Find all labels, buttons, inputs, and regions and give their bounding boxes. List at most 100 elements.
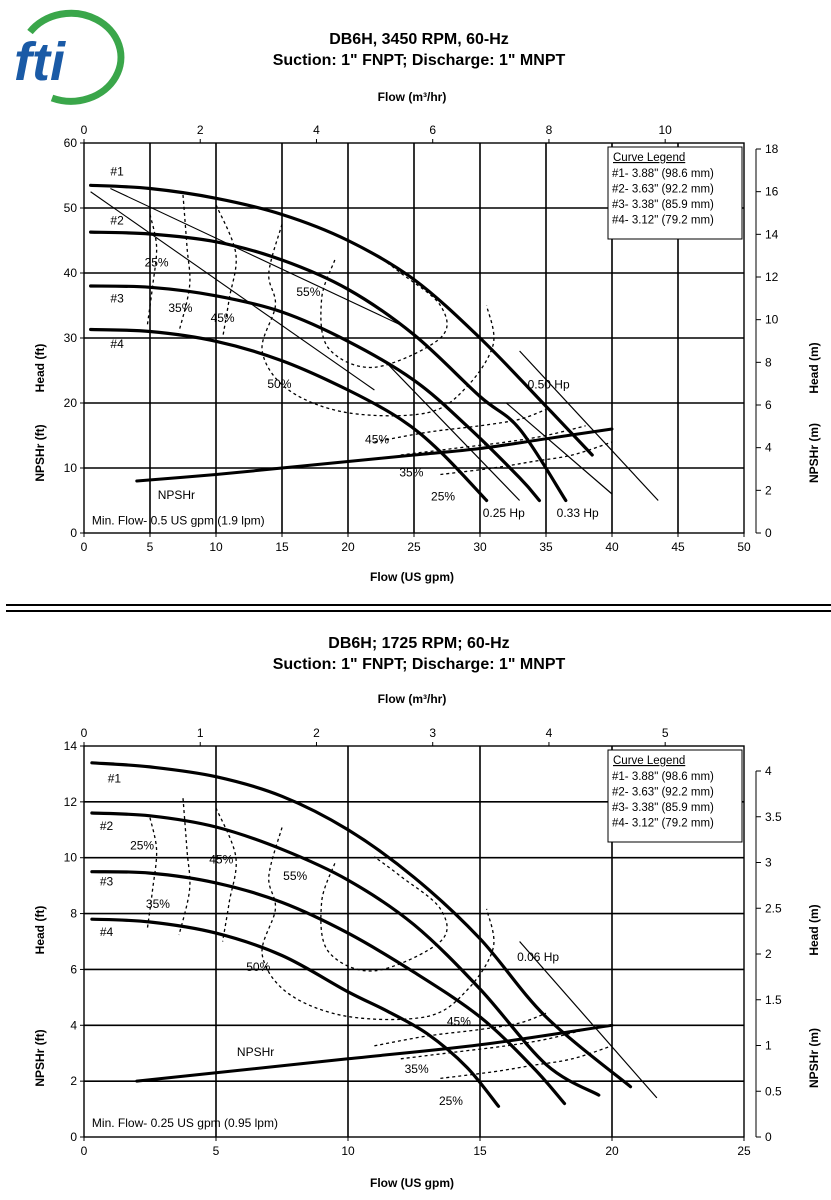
c1-annotation-5: 35% [168, 301, 192, 315]
c1-ytick-3: 30 [64, 331, 78, 345]
c1-x2tick-0: 0 [81, 123, 88, 137]
c2-x2tick-3: 3 [429, 726, 436, 740]
c2-annotation-8: 50% [246, 960, 270, 974]
c2-legend-item-3: #3- 3.38" (85.9 mm) [612, 802, 714, 814]
c1-legend-item-3: #3- 3.38" (85.9 mm) [612, 199, 714, 211]
c2-ytick-2: 4 [70, 1018, 77, 1032]
c1-ytick-0: 0 [70, 526, 77, 540]
c1-power-line-2 [519, 350, 659, 501]
c2-eff-contour-2 [215, 807, 237, 942]
chart1-subtitle: Suction: 1" FNPT; Discharge: 1" MNPT [273, 52, 566, 69]
c2-y2tick-8: 4 [765, 764, 772, 778]
c1-xtick-3: 15 [275, 540, 289, 554]
c2-x2tick-0: 0 [81, 726, 88, 740]
c1-y2tick-1: 2 [765, 483, 772, 497]
chart1-title: DB6H, 3450 RPM, 60-Hz [329, 31, 509, 48]
c1-annotation-16: Min. Flow- 0.5 US gpm (1.9 lpm) [92, 514, 265, 528]
logo-green-swoosh [27, 9, 125, 105]
c2-eff-contour-6 [400, 1028, 586, 1060]
c1-xtick-0: 0 [81, 540, 88, 554]
c2-xtick-0: 0 [81, 1144, 88, 1158]
c1-efficiency-contours [146, 194, 613, 476]
chart2-head-ft-label: Head (ft) [33, 906, 47, 955]
c2-legend-item-2: #2- 3.63" (92.2 mm) [612, 787, 714, 799]
chart1-x-label: Flow (US gpm) [370, 570, 454, 584]
c2-annotation-11: 25% [439, 1094, 463, 1108]
chart2-subtitle: Suction: 1" FNPT; Discharge: 1" MNPT [273, 656, 566, 673]
c1-xtick-6: 30 [473, 540, 487, 554]
c2-eff-contour-4 [320, 856, 448, 972]
c1-eff-contour-1 [178, 194, 191, 332]
c1-legend-box [607, 146, 743, 240]
logo-text: fti [14, 32, 66, 92]
c2-x2tick-2: 2 [313, 726, 320, 740]
c2-ytick-3: 6 [70, 962, 77, 976]
c1-curve-4 [89, 327, 489, 503]
c1-annotation-9: 45% [365, 432, 389, 446]
c1-power-line-diag [90, 191, 375, 391]
c2-curve-1 [90, 761, 633, 1089]
c2-y2tick-3: 1.5 [765, 993, 782, 1007]
c1-y2tick-9: 18 [765, 142, 779, 156]
c2-y2tick-5: 2.5 [765, 901, 782, 915]
c2-ytick-0: 0 [70, 1130, 77, 1144]
c1-annotation-14: 0.25 Hp [483, 506, 525, 520]
c2-curve-4 [90, 917, 501, 1108]
c2-annotation-13: 0.06 Hp [517, 950, 559, 964]
c2-xtick-5: 25 [737, 1144, 751, 1158]
c1-curve-3 [89, 284, 541, 503]
c1-power-line-1 [506, 402, 613, 495]
c1-xtick-7: 35 [539, 540, 553, 554]
c1-eff-contour-5 [374, 408, 547, 443]
c2-annotation-3: #4 [100, 925, 114, 939]
c2-eff-contour-5 [374, 1012, 547, 1047]
c1-ytick-5: 50 [64, 201, 78, 215]
c2-efficiency-contours [146, 798, 613, 1080]
c2-xtick-3: 15 [473, 1144, 487, 1158]
c1-y2tick-4: 8 [765, 355, 772, 369]
c1-x2tick-3: 6 [429, 123, 436, 137]
c1-ytick-1: 10 [64, 461, 78, 475]
chart2-x2-label: Flow (m³/hr) [378, 692, 447, 706]
c1-annotation-2: #3 [110, 291, 124, 305]
c2-y2tick-4: 2 [765, 947, 772, 961]
c2-curve-3 [90, 870, 567, 1106]
c2-legend-box [607, 749, 743, 843]
c2-x2tick-1: 1 [197, 726, 204, 740]
c2-annotation-5: 45% [209, 852, 233, 866]
c1-xtick-10: 50 [737, 540, 751, 554]
chart2-title: DB6H; 1725 RPM; 60-Hz [328, 635, 509, 652]
c2-xtick-2: 10 [341, 1144, 355, 1158]
c1-y2tick-3: 6 [765, 398, 772, 412]
c2-y2tick-7: 3.5 [765, 810, 782, 824]
c1-curve-2 [89, 230, 568, 503]
c2-ytick-1: 2 [70, 1074, 77, 1088]
c2-ytick-7: 14 [64, 739, 78, 753]
chart1-npshr-ft-label: NPSHr (ft) [33, 424, 47, 481]
chart1-npshr-m-label: NPSHr (m) [807, 423, 821, 483]
c1-eff-contour-4 [320, 252, 448, 369]
c1-annotation-13: 0.50 Hp [528, 378, 570, 392]
c2-ytick-5: 10 [64, 851, 78, 865]
c1-y2tick-0: 0 [765, 526, 772, 540]
c2-power-line-0 [519, 941, 658, 1099]
c1-xtick-2: 10 [209, 540, 223, 554]
c2-legend-item-1: #1- 3.88" (98.6 mm) [612, 771, 714, 783]
c1-ytick-2: 20 [64, 396, 78, 410]
c1-eff-contour-0 [146, 214, 158, 326]
c2-x2tick-4: 4 [546, 726, 553, 740]
chart1-x2-label: Flow (m³/hr) [378, 90, 447, 104]
c2-y2tick-6: 3 [765, 856, 772, 870]
c2-annotation-0: #1 [108, 771, 122, 785]
c2-annotation-14: Min. Flow- 0.25 US gpm (0.95 lpm) [92, 1116, 278, 1130]
c1-xtick-9: 45 [671, 540, 685, 554]
c2-annotation-6: 55% [283, 869, 307, 883]
chart2-head-m-label: Head (m) [807, 904, 821, 955]
c2-eff-contour-0 [146, 817, 158, 929]
chart2-npshr-m-label: NPSHr (m) [807, 1028, 821, 1088]
c2-x2tick-5: 5 [662, 726, 669, 740]
c1-y2tick-7: 14 [765, 227, 779, 241]
c2-legend-title: Curve Legend [613, 755, 685, 767]
c1-x2tick-5: 10 [658, 123, 672, 137]
